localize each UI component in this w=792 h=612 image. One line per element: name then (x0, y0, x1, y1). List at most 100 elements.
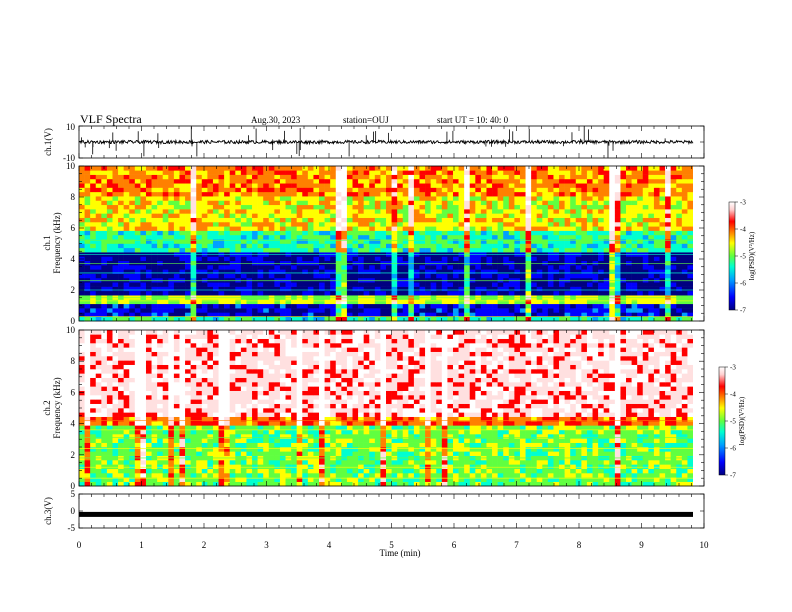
spectrogram-cell (335, 269, 342, 274)
spectrogram-cell (436, 303, 443, 309)
spectrogram-cell (419, 187, 426, 193)
spectrogram-cell (106, 481, 113, 487)
spectrogram-cell (341, 299, 348, 305)
spectrogram-cell (542, 303, 549, 309)
spectrogram-cell (391, 191, 398, 197)
spectrogram-cell (173, 204, 180, 210)
spectrogram-cell (179, 468, 186, 474)
spectrogram-cell (380, 464, 387, 469)
spectrogram-cell (559, 286, 565, 292)
spectrogram-cell (469, 204, 476, 210)
spectrogram-cell (84, 256, 91, 262)
spectrogram-cell (386, 230, 392, 236)
spectrogram-cell (397, 230, 404, 236)
spectrogram-cell (402, 312, 409, 317)
spectrogram-cell (547, 230, 554, 236)
spectrogram-cell (324, 178, 331, 184)
spectrogram-cell (218, 239, 225, 244)
spectrogram-cell (452, 230, 459, 236)
spectrogram-cell (168, 213, 175, 218)
spectrogram-cell (106, 316, 113, 322)
spectrogram-cell (212, 468, 219, 474)
spectrogram-cell (380, 481, 387, 487)
spectrogram-cell (240, 460, 247, 465)
spectrogram-cell (670, 191, 677, 197)
spectrogram-cell (335, 170, 342, 175)
spectrogram-cell (486, 303, 493, 309)
spectrogram-cell (240, 312, 247, 317)
spectrogram-cell (151, 477, 158, 482)
spectrogram-cell (553, 256, 560, 262)
spectrogram-cell (408, 187, 415, 193)
spectrogram-cell (90, 204, 97, 210)
spectrogram-cell (642, 286, 649, 292)
spectrogram-cell (642, 217, 649, 223)
spectrogram-cell (358, 282, 364, 287)
spectrogram-cell (480, 166, 487, 171)
spectrogram-cell (380, 247, 387, 253)
spectrogram-cell (302, 204, 309, 210)
spectrogram-cell (397, 243, 404, 249)
spectrogram-cell (212, 209, 219, 214)
spectrogram-cell (531, 265, 538, 270)
spectrogram-cell (212, 200, 219, 206)
spectrogram-cell (285, 464, 292, 469)
spectrogram-cell (235, 200, 242, 206)
spectrogram-cell (90, 200, 97, 206)
spectrogram-cell (335, 196, 342, 201)
spectrogram-cell (307, 468, 314, 474)
spectrogram-cell (358, 277, 364, 283)
spectrogram-cell (95, 243, 102, 249)
spectrogram-cell (157, 166, 164, 171)
spectrogram-cell (464, 187, 471, 193)
spectrogram-cell (101, 183, 108, 188)
spectrogram-cell (592, 481, 599, 487)
spectrogram-cell (90, 187, 97, 193)
spectrogram-cell (101, 221, 108, 227)
spectrogram-cell (687, 204, 694, 210)
spectrogram-cell (575, 256, 582, 262)
spectrogram-cell (464, 170, 471, 175)
spectrogram-cell (687, 183, 694, 188)
spectrogram-cell (218, 477, 225, 482)
spectrogram-cell (212, 481, 219, 487)
spectrogram-cell (391, 277, 398, 283)
spectrogram-cell (145, 196, 152, 201)
spectrogram-cell (212, 260, 219, 266)
spectrogram-cell (486, 234, 493, 240)
spectrogram-cell (296, 269, 303, 274)
spectrogram-cell (201, 187, 208, 193)
spectrogram-cell (352, 299, 359, 305)
spectrogram-cell (670, 256, 677, 262)
spectrogram-cell (235, 290, 242, 296)
spectrogram-cell (346, 217, 353, 223)
spectrogram-cell (575, 183, 582, 188)
spectrogram-cell (341, 191, 348, 197)
spectrogram-cell (525, 260, 532, 266)
spectrogram-cell (319, 286, 325, 292)
spectrogram-cell (519, 217, 526, 223)
spectrogram-cell (118, 256, 124, 262)
spectrogram-cell (196, 464, 203, 469)
spectrogram-cell (475, 183, 482, 188)
spectrogram-cell (497, 178, 504, 184)
spectrogram-cell (118, 265, 124, 270)
spectrogram-cell (531, 256, 538, 262)
spectrogram-cell (157, 226, 164, 231)
spectrogram-cell (542, 200, 549, 206)
spectrogram-cell (185, 460, 191, 465)
spectrogram-cell (648, 174, 655, 180)
spectrogram-cell (369, 187, 376, 193)
spectrogram-cell (363, 221, 370, 227)
spectrogram-cell (302, 166, 309, 171)
spectrogram-cell (430, 477, 437, 482)
spectrogram-cell (570, 166, 577, 171)
spectrogram-cell (90, 308, 97, 313)
spectrogram-cell (475, 308, 482, 313)
spectrogram-cell (101, 277, 108, 283)
spectrogram-cell (134, 178, 141, 184)
spectrogram-cell (447, 170, 454, 175)
spectrogram-cell (609, 460, 616, 465)
spectrogram-cell (307, 200, 314, 206)
spectrogram-cell (79, 265, 85, 270)
